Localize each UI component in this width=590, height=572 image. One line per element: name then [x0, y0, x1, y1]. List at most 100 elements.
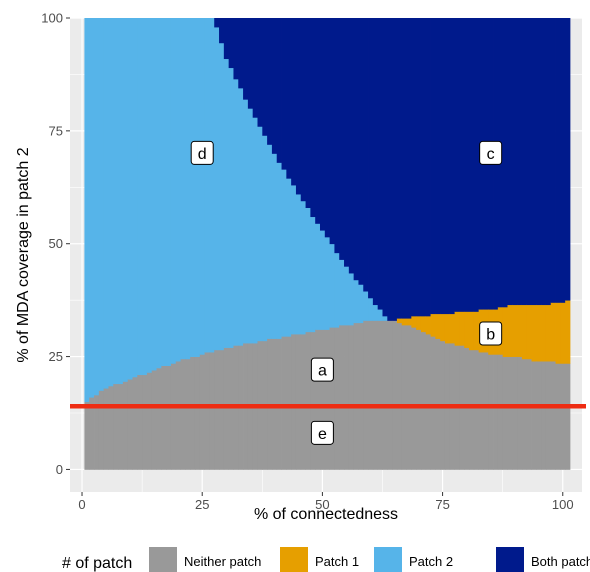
region-cell-both-patches — [271, 18, 278, 154]
region-cell-patch-2 — [228, 67, 234, 348]
region-cell-both-patches — [219, 18, 225, 44]
region-cell-neither-patch — [180, 358, 186, 470]
region-cell-patch-2 — [223, 58, 230, 348]
region-cell-neither-patch — [531, 361, 537, 470]
region-label-box — [310, 420, 334, 445]
region-cell-patch-1 — [526, 304, 532, 360]
region-cell-both-patches — [521, 18, 528, 306]
region-cell-patch-1 — [517, 304, 523, 357]
region-cell-patch-1 — [411, 315, 417, 328]
region-cell-neither-patch — [377, 320, 383, 470]
region-cell-patch-2 — [161, 18, 167, 366]
region-cell-patch-2 — [214, 27, 220, 351]
y-tick-label: 0 — [56, 462, 63, 477]
region-cell-patch-1 — [560, 302, 566, 364]
region-cell-neither-patch — [348, 324, 355, 470]
region-label-a: a — [318, 363, 327, 380]
region-cell-both-patches — [243, 18, 249, 100]
region-cell-patch-2 — [291, 185, 297, 335]
region-cell-patch-1 — [464, 311, 470, 348]
region-cell-patch-2 — [310, 216, 316, 333]
region-cell-neither-patch — [478, 352, 484, 470]
region-cell-patch-1 — [435, 313, 441, 339]
region-label-e: e — [318, 426, 327, 443]
region-cell-patch-1 — [512, 304, 518, 357]
region-cell-patch-2 — [166, 18, 172, 366]
region-cell-neither-patch — [310, 331, 316, 470]
region-cell-neither-patch — [204, 352, 210, 470]
region-cell-neither-patch — [175, 361, 181, 470]
region-cell-both-patches — [281, 18, 287, 170]
region-cell-both-patches — [324, 18, 331, 238]
legend-label: Patch 1 — [315, 554, 359, 569]
region-cell-patch-1 — [454, 311, 460, 346]
region-cell-neither-patch — [329, 327, 335, 470]
region-cell-patch-2 — [108, 18, 114, 387]
region-cell-both-patches — [387, 18, 393, 321]
region-cell-neither-patch — [127, 379, 133, 470]
region-cell-both-patches — [560, 18, 566, 303]
region-cell-both-patches — [416, 18, 422, 317]
region-cell-patch-1 — [541, 304, 547, 362]
region-cell-neither-patch — [521, 358, 528, 470]
region-cell-patch-1 — [507, 304, 513, 357]
region-cell-patch-2 — [185, 18, 191, 360]
region-cell-both-patches — [247, 18, 254, 109]
region-cell-patch-2 — [103, 18, 109, 389]
region-cell-neither-patch — [319, 329, 326, 470]
region-cell-patch-2 — [94, 18, 100, 396]
region-cell-patch-1 — [416, 315, 422, 330]
region-cell-both-patches — [459, 18, 465, 312]
region-cell-both-patches — [363, 18, 369, 292]
region-label-b: b — [486, 327, 495, 344]
region-cell-neither-patch — [324, 329, 331, 470]
region-cell-patch-2 — [329, 243, 335, 328]
region-cell-neither-patch — [536, 361, 542, 470]
region-cell-neither-patch — [142, 374, 148, 470]
region-cell-both-patches — [392, 18, 398, 321]
region-cell-patch-1 — [440, 313, 446, 342]
region-cell-both-patches — [214, 18, 220, 28]
region-cell-neither-patch — [170, 363, 177, 470]
region-cell-patch-2 — [281, 169, 287, 337]
region-label-box — [479, 321, 503, 346]
region-cell-both-patches — [377, 18, 383, 310]
region-cell-neither-patch — [334, 327, 340, 470]
region-cell-patch-2 — [368, 297, 374, 321]
region-cell-patch-1 — [550, 302, 556, 362]
region-cell-both-patches — [469, 18, 475, 312]
region-cell-both-patches — [440, 18, 446, 315]
region-cell-patch-2 — [132, 18, 138, 378]
region-cell-neither-patch — [425, 334, 431, 470]
region-cell-neither-patch — [122, 381, 129, 470]
y-tick-label: 100 — [41, 11, 63, 26]
region-cell-patch-2 — [98, 18, 105, 391]
region-cell-patch-2 — [127, 18, 133, 380]
region-cell-neither-patch — [517, 356, 523, 470]
region-cell-neither-patch — [507, 356, 513, 470]
region-cell-neither-patch — [387, 320, 393, 470]
region-label-box — [310, 357, 334, 382]
region-cell-both-patches — [430, 18, 436, 315]
region-cell-patch-2 — [267, 144, 273, 339]
region-cell-neither-patch — [223, 347, 230, 470]
region-cell-neither-patch — [146, 372, 153, 470]
region-cell-neither-patch — [396, 322, 403, 470]
region-cell-patch-1 — [521, 304, 528, 360]
region-cell-patch-1 — [420, 315, 427, 333]
region-cell-patch-2 — [372, 304, 379, 321]
region-cell-neither-patch — [406, 324, 412, 470]
region-cell-patch-2 — [238, 87, 244, 346]
region-cell-both-patches — [396, 18, 403, 319]
region-cell-both-patches — [526, 18, 532, 306]
region-cell-both-patches — [406, 18, 412, 319]
region-cell-patch-2 — [122, 18, 129, 382]
region-cell-patch-2 — [319, 230, 326, 330]
region-cell-neither-patch — [526, 358, 532, 470]
region-cell-neither-patch — [483, 352, 489, 470]
region-cell-neither-patch — [156, 367, 162, 470]
legend: # of patch Neither patch Patch 1 Patch 2 Bo… — [62, 547, 590, 572]
region-cell-both-patches — [276, 18, 282, 163]
region-cell-patch-2 — [156, 18, 162, 369]
region-cell-patch-1 — [545, 304, 552, 362]
